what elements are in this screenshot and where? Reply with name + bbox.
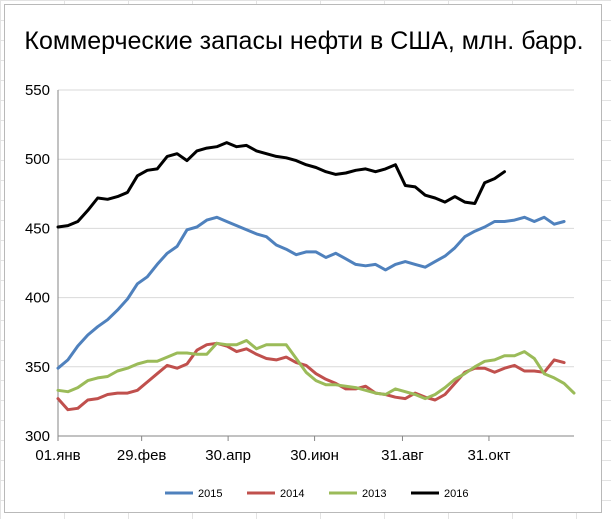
series-line-2014 [56,341,566,412]
y-tick-label: 550 [25,82,50,99]
legend-label-2014: 2014 [280,488,304,500]
chart-area[interactable]: Коммерческие запасы нефти в США, млн. ба… [4,4,602,513]
series-line-2013 [56,339,576,401]
y-tick-label: 400 [25,290,50,307]
legend-label-2016: 2016 [444,488,468,500]
y-tick-label: 350 [25,359,50,376]
x-tick-label: 31.окт [468,447,511,464]
line-chart: 300 350 400 450 500 550 01.янв 29.фев 30.апр 30.и… [25,82,576,500]
series-line-2015 [56,215,566,370]
y-tick-label: 500 [25,151,50,168]
chart-title: Коммерческие запасы нефти в США, млн. ба… [24,27,584,55]
y-tick-label: 300 [25,428,50,445]
series-line-2016 [56,141,506,229]
x-tick-label: 30.июн [290,447,339,464]
x-tick-label: 30.апр [205,447,251,464]
x-tick-label: 31.авг [381,447,424,464]
legend-label-2015: 2015 [198,488,222,500]
y-tick-label: 450 [25,220,50,237]
x-tick-label: 01.янв [35,447,80,464]
x-tick-label: 29.фев [117,447,167,464]
legend-label-2013: 2013 [362,488,386,500]
